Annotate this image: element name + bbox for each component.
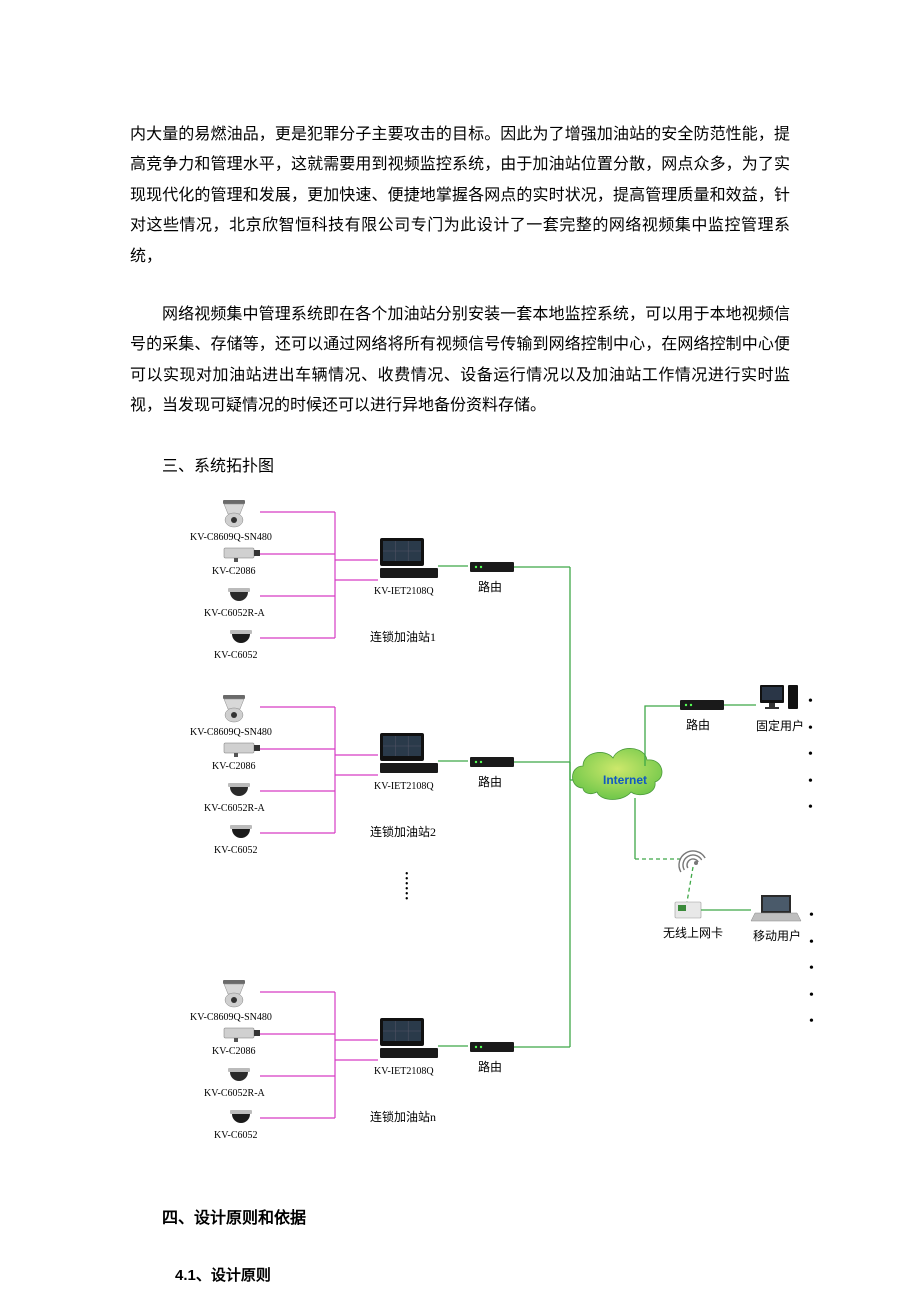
heading-section-4-1: 4.1、设计原则 [130, 1262, 790, 1291]
diagram-label: 路由 [478, 1056, 502, 1079]
paragraph-continuation: 内大量的易燃油品，更是犯罪分子主要攻击的目标。因此为了增强加油站的安全防范性能，… [130, 120, 790, 272]
diagram-label: 路由 [478, 576, 502, 599]
ellipsis-horizontal: • • • • • [809, 903, 830, 1036]
diagram-label: KV-C2086 [212, 562, 256, 581]
paragraph-body: 网络视频集中管理系统即在各个加油站分别安装一套本地监控系统，可以用于本地视频信号… [130, 300, 790, 422]
diagram-label: KV-IET2108Q [374, 582, 434, 601]
ellipsis-vertical: •••••• [405, 872, 409, 902]
diagram-label: 连锁加油站1 [370, 626, 436, 649]
diagram-label: 移动用户 [753, 925, 801, 948]
svg-text:Internet: Internet [603, 773, 647, 787]
diagram-label: KV-C2086 [212, 1042, 256, 1061]
diagram-label: 路由 [478, 771, 502, 794]
diagram-label: KV-C6052R-A [204, 604, 265, 623]
diagram-label: KV-IET2108Q [374, 1062, 434, 1081]
diagram-label: 无线上网卡 [663, 922, 723, 945]
diagram-label: KV-C6052 [214, 646, 258, 665]
topology-diagram: Internet KV-C8609Q-SN480 KV-C2086 KV-C6052… [170, 500, 830, 1180]
heading-section-4: 四、设计原则和依据 [130, 1204, 790, 1234]
diagram-label: 连锁加油站n [370, 1106, 436, 1129]
diagram-label: 连锁加油站2 [370, 821, 436, 844]
diagram-label: KV-C8609Q-SN480 [190, 528, 272, 547]
diagram-label: KV-C6052R-A [204, 799, 265, 818]
heading-number: 4.1 [175, 1267, 196, 1284]
heading-section-3: 三、系统拓扑图 [130, 452, 790, 482]
diagram-label: KV-C8609Q-SN480 [190, 1008, 272, 1027]
diagram-label: 路由 [686, 714, 710, 737]
ellipsis-horizontal: • • • • • [808, 689, 830, 822]
heading-text: 、设计原则 [196, 1268, 271, 1284]
diagram-label: KV-C2086 [212, 757, 256, 776]
diagram-label: KV-C6052 [214, 841, 258, 860]
diagram-label: KV-C6052R-A [204, 1084, 265, 1103]
diagram-label: KV-C8609Q-SN480 [190, 723, 272, 742]
diagram-label: KV-IET2108Q [374, 777, 434, 796]
diagram-label: KV-C6052 [214, 1126, 258, 1145]
diagram-label: 固定用户 [756, 715, 804, 738]
